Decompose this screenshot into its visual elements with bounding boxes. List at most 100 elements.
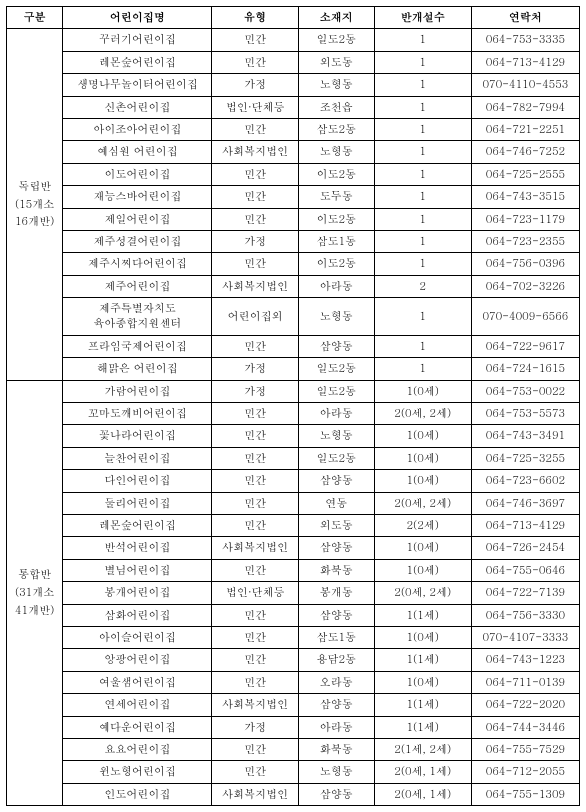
cell-location: 일도2동 [298,29,374,51]
table-row: 봉개어린이집법인·단체등봉개동2(0세, 2세)064-722-7139 [7,582,580,604]
cell-phone: 064-756-0396 [471,253,579,275]
cell-name: 가람어린이집 [63,380,212,402]
cell-type: 민간 [212,492,298,514]
cell-location: 삼양동 [298,537,374,559]
table-row: 레몬숲어린이집민간외도동2(2세)064-713-4129 [7,514,580,536]
cell-classes: 1(0세) [374,626,471,648]
table-row: 예다운어린이집가정아라동1(1세)064-744-3446 [7,716,580,738]
cell-name: 요요어린이집 [63,738,212,760]
cell-phone: 064-722-9617 [471,335,579,357]
cell-location: 삼도1동 [298,230,374,252]
cell-location: 외도동 [298,51,374,73]
cell-classes: 1 [374,51,471,73]
cell-name: 반석어린이집 [63,537,212,559]
cell-type: 민간 [212,604,298,626]
cell-type: 민간 [212,649,298,671]
table-row: 독립반(15개소16개반)꾸러기어린이집민간일도2동1064-753-3335 [7,29,580,51]
cell-location: 노형동 [298,298,374,336]
cell-phone: 064-711-0139 [471,671,579,693]
cell-phone: 064-755-0646 [471,559,579,581]
cell-name: 제주특별자치도육아종합지원센터 [63,298,212,336]
cell-type: 민간 [212,671,298,693]
table-row: 재능스바어린이집민간도두동1064-743-3515 [7,186,580,208]
cell-type: 민간 [212,186,298,208]
cell-type: 민간 [212,403,298,425]
table-row: 꼬마도깨비어린이집민간아라동2(0세, 2세)064-753-5573 [7,403,580,425]
cell-location: 노형동 [298,761,374,783]
table-row: 별님어린이집민간화북동1(0세)064-755-0646 [7,559,580,581]
table-row: 신촌어린이집법인·단체등조천읍1064-782-7994 [7,96,580,118]
table-row: 늘찬어린이집민간일도2동1(0세)064-725-3255 [7,447,580,469]
cell-location: 일도2동 [298,447,374,469]
cell-location: 일도2동 [298,380,374,402]
cell-phone: 064-722-7139 [471,582,579,604]
cell-classes: 1 [374,335,471,357]
cell-phone: 064-744-3446 [471,716,579,738]
cell-phone: 064-756-3330 [471,604,579,626]
table-row: 통합반(31개소41개반)가람어린이집가정일도2동1(0세)064-753-00… [7,380,580,402]
cell-name: 해맑은 어린이집 [63,358,212,380]
cell-type: 민간 [212,335,298,357]
cell-phone: 070-4107-3333 [471,626,579,648]
cell-type: 사회복지법인 [212,537,298,559]
table-row: 다인어린이집민간삼양동1(0세)064-723-6602 [7,470,580,492]
cell-name: 삼화어린이집 [63,604,212,626]
cell-name: 아이슬어린이집 [63,626,212,648]
cell-name: 제주성결어린이집 [63,230,212,252]
cell-type: 어린이집외 [212,298,298,336]
table-row: 예심원 어린이집사회복지법인노형동1064-746-7252 [7,141,580,163]
cell-classes: 2(0세, 1세) [374,761,471,783]
cell-classes: 1(0세) [374,380,471,402]
cell-phone: 064-713-4129 [471,51,579,73]
cell-name: 신촌어린이집 [63,96,212,118]
cell-type: 민간 [212,29,298,51]
cell-location: 화북동 [298,738,374,760]
cell-phone: 064-753-0022 [471,380,579,402]
header-name: 어린이집명 [63,7,212,29]
cell-classes: 1(0세) [374,671,471,693]
cell-phone: 064-725-3255 [471,447,579,469]
cell-phone: 064-723-2355 [471,230,579,252]
cell-name: 꾸러기어린이집 [63,29,212,51]
cell-classes: 1 [374,96,471,118]
cell-classes: 1 [374,253,471,275]
cell-classes: 1(0세) [374,537,471,559]
cell-name: 둘리어린이집 [63,492,212,514]
cell-type: 사회복지법인 [212,694,298,716]
cell-type: 법인·단체등 [212,582,298,604]
daycare-table: 구분 어린이집명 유형 소재지 반개설수 연락처 독립반(15개소16개반)꾸러… [6,6,580,806]
cell-phone: 064-743-3491 [471,425,579,447]
cell-classes: 2(0세, 1세) [374,783,471,805]
cell-phone: 064-743-1223 [471,649,579,671]
cell-name: 재능스바어린이집 [63,186,212,208]
cell-phone: 064-725-2555 [471,163,579,185]
header-row: 구분 어린이집명 유형 소재지 반개설수 연락처 [7,7,580,29]
cell-phone: 064-712-2055 [471,761,579,783]
cell-name: 앙팡어린이집 [63,649,212,671]
cell-classes: 1(0세) [374,425,471,447]
table-row: 반석어린이집사회복지법인삼양동1(0세)064-726-2454 [7,537,580,559]
cell-location: 아라동 [298,716,374,738]
cell-type: 민간 [212,253,298,275]
table-row: 둘리어린이집민간연동2(0세, 2세)064-746-3697 [7,492,580,514]
cell-type: 가정 [212,230,298,252]
table-row: 삼화어린이집민간삼양동1(1세)064-756-3330 [7,604,580,626]
cell-name: 봉개어린이집 [63,582,212,604]
cell-classes: 1 [374,230,471,252]
cell-phone: 070-4009-6566 [471,298,579,336]
cell-type: 가정 [212,716,298,738]
cell-name: 아이조아어린이집 [63,118,212,140]
cell-phone: 064-753-3335 [471,29,579,51]
cell-classes: 1 [374,298,471,336]
header-group: 구분 [7,7,63,29]
header-type: 유형 [212,7,298,29]
cell-name: 별님어린이집 [63,559,212,581]
table-row: 제일어린이집민간이도2동1064-723-1179 [7,208,580,230]
cell-location: 봉개동 [298,582,374,604]
cell-location: 삼양동 [298,470,374,492]
cell-phone: 064-723-6602 [471,470,579,492]
cell-phone: 064-755-7529 [471,738,579,760]
cell-name: 예다운어린이집 [63,716,212,738]
cell-name: 윈노형어린이집 [63,761,212,783]
cell-phone: 064-722-2020 [471,694,579,716]
